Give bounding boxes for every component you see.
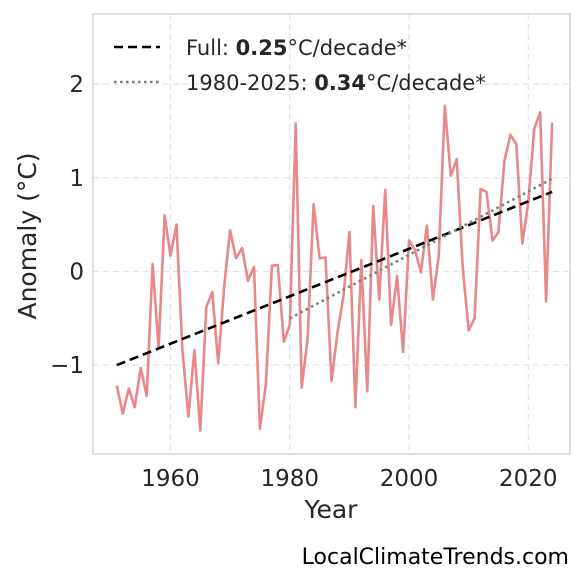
x-tick-labels: 1960 1980 2000 2020 — [141, 466, 557, 492]
legend-1980-prefix: 1980-2025: — [186, 71, 314, 95]
x-tick-label: 2000 — [380, 466, 439, 492]
x-tick-label: 2020 — [499, 466, 558, 492]
x-tick-label: 1980 — [260, 466, 319, 492]
legend-full-prefix: Full: — [186, 36, 236, 60]
legend-label-1980: 1980-2025: 0.34°C/decade* — [186, 71, 486, 95]
source-label: LocalClimateTrends.com — [301, 545, 569, 570]
y-tick-label: −1 — [50, 353, 84, 379]
legend-full-suffix: °C/decade* — [288, 36, 408, 60]
anomaly-line — [115, 104, 554, 432]
legend-1980-value: 0.34 — [314, 71, 366, 95]
x-axis-title: Year — [304, 495, 359, 524]
recent-trend-line — [289, 177, 553, 320]
y-axis-title: Anomaly (°C) — [13, 152, 42, 319]
legend-1980-suffix: °C/decade* — [366, 71, 486, 95]
legend-full-value: 0.25 — [236, 36, 288, 60]
legend: Full: 0.25°C/decade* 1980-2025: 0.34°C/d… — [114, 36, 486, 95]
legend-label-full: Full: 0.25°C/decade* — [186, 36, 407, 60]
plot-frame — [92, 13, 571, 455]
grid — [93, 14, 570, 454]
y-tick-label: 1 — [69, 166, 84, 192]
series-group — [115, 104, 554, 432]
y-tick-labels: −1 0 1 2 — [50, 72, 84, 379]
y-tick-label: 0 — [69, 259, 84, 285]
full-trend-line — [116, 190, 553, 367]
y-tick-label: 2 — [69, 72, 84, 98]
x-tick-label: 1960 — [141, 466, 200, 492]
